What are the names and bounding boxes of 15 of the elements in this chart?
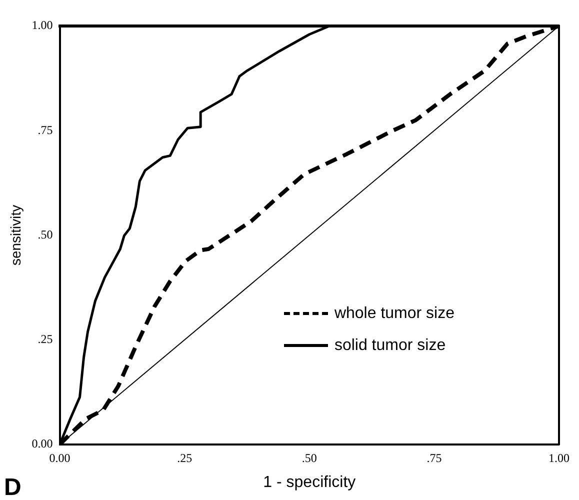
x-tick-label: .50	[302, 450, 317, 465]
y-tick-label: 0.00	[32, 436, 53, 451]
x-tick-label: .75	[426, 450, 442, 465]
y-tick-label: .75	[38, 122, 53, 137]
x-tick-label: 1.00	[548, 450, 570, 465]
x-axis-title: 1 - specificity	[263, 474, 356, 491]
y-tick-label: .50	[38, 227, 53, 242]
y-tick-label: 1.00	[32, 18, 53, 32]
x-tick-label: 0.00	[49, 450, 70, 465]
legend-label: solid tumor size	[334, 336, 446, 354]
y-tick-label: .25	[38, 332, 53, 346]
x-tick-label: .25	[177, 450, 192, 465]
legend-label: whole tumor size	[334, 304, 454, 322]
y-axis-title: sensitivity	[7, 204, 24, 266]
text: D	[4, 474, 22, 500]
